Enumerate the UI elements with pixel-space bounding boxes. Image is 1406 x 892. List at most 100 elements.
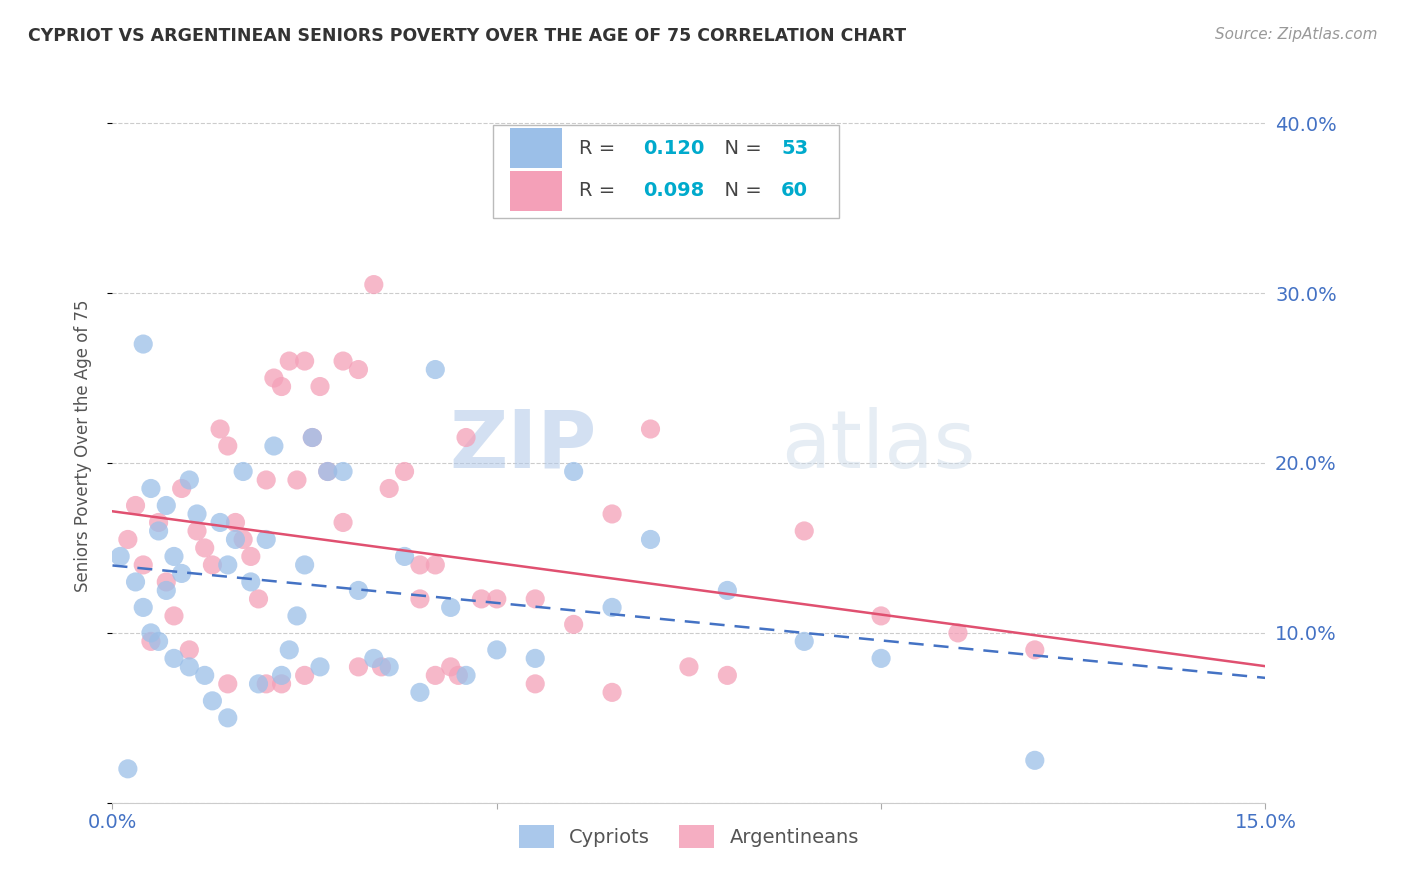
- Point: [155, 583, 177, 598]
- Point: [224, 516, 246, 530]
- Point: [224, 533, 246, 547]
- Point: [946, 626, 969, 640]
- Point: [454, 430, 477, 444]
- Point: [232, 533, 254, 547]
- Point: [440, 600, 463, 615]
- FancyBboxPatch shape: [510, 171, 562, 211]
- FancyBboxPatch shape: [510, 128, 562, 168]
- Point: [163, 549, 186, 564]
- Point: [247, 591, 270, 606]
- Point: [209, 516, 232, 530]
- Point: [270, 668, 292, 682]
- Point: [239, 549, 262, 564]
- Text: Source: ZipAtlas.com: Source: ZipAtlas.com: [1215, 27, 1378, 42]
- Point: [1024, 643, 1046, 657]
- Point: [201, 558, 224, 572]
- Point: [409, 591, 432, 606]
- Point: [247, 677, 270, 691]
- Point: [524, 591, 547, 606]
- Point: [239, 574, 262, 589]
- Point: [139, 626, 162, 640]
- Point: [254, 473, 277, 487]
- Point: [194, 668, 217, 682]
- Point: [163, 651, 186, 665]
- Point: [148, 516, 170, 530]
- Point: [217, 558, 239, 572]
- Point: [370, 660, 392, 674]
- Point: [347, 362, 370, 376]
- Point: [294, 668, 316, 682]
- Point: [678, 660, 700, 674]
- Point: [155, 574, 177, 589]
- Point: [454, 668, 477, 682]
- Point: [347, 583, 370, 598]
- Point: [124, 574, 146, 589]
- Text: R =: R =: [579, 138, 621, 158]
- Point: [409, 685, 432, 699]
- Text: R =: R =: [579, 181, 621, 201]
- Point: [163, 608, 186, 623]
- Point: [201, 694, 224, 708]
- Point: [232, 465, 254, 479]
- Point: [301, 430, 323, 444]
- Point: [108, 549, 131, 564]
- Point: [485, 591, 508, 606]
- Point: [316, 465, 339, 479]
- Point: [209, 422, 232, 436]
- Text: 53: 53: [782, 138, 808, 158]
- Text: N =: N =: [711, 181, 768, 201]
- Point: [562, 617, 585, 632]
- Point: [309, 660, 332, 674]
- Point: [117, 762, 139, 776]
- Point: [155, 499, 177, 513]
- Point: [294, 354, 316, 368]
- Point: [332, 354, 354, 368]
- Y-axis label: Seniors Poverty Over the Age of 75: Seniors Poverty Over the Age of 75: [73, 300, 91, 592]
- Legend: Cypriots, Argentineans: Cypriots, Argentineans: [509, 815, 869, 857]
- Point: [254, 533, 277, 547]
- Point: [309, 379, 332, 393]
- Text: 0.098: 0.098: [643, 181, 704, 201]
- Point: [270, 677, 292, 691]
- Point: [640, 422, 662, 436]
- Point: [600, 600, 623, 615]
- Point: [793, 634, 815, 648]
- Point: [179, 660, 201, 674]
- Point: [278, 643, 301, 657]
- Point: [640, 533, 662, 547]
- Point: [793, 524, 815, 538]
- Point: [254, 677, 277, 691]
- Point: [562, 465, 585, 479]
- Point: [179, 643, 201, 657]
- Point: [117, 533, 139, 547]
- Point: [139, 634, 162, 648]
- Point: [347, 660, 370, 674]
- Point: [148, 524, 170, 538]
- Point: [285, 473, 308, 487]
- Point: [132, 600, 155, 615]
- Point: [524, 651, 547, 665]
- Point: [716, 668, 738, 682]
- Point: [270, 379, 292, 393]
- Point: [194, 541, 217, 555]
- Text: N =: N =: [711, 138, 768, 158]
- Point: [363, 277, 385, 292]
- Point: [425, 362, 447, 376]
- Point: [285, 608, 308, 623]
- Point: [217, 439, 239, 453]
- Point: [870, 651, 893, 665]
- Point: [263, 439, 285, 453]
- Point: [217, 711, 239, 725]
- Point: [301, 430, 323, 444]
- Point: [278, 354, 301, 368]
- Point: [217, 677, 239, 691]
- Point: [600, 507, 623, 521]
- Text: atlas: atlas: [782, 407, 976, 485]
- Point: [716, 583, 738, 598]
- Point: [440, 660, 463, 674]
- Point: [132, 337, 155, 351]
- Point: [363, 651, 385, 665]
- Point: [378, 660, 401, 674]
- Point: [394, 549, 416, 564]
- Point: [1024, 753, 1046, 767]
